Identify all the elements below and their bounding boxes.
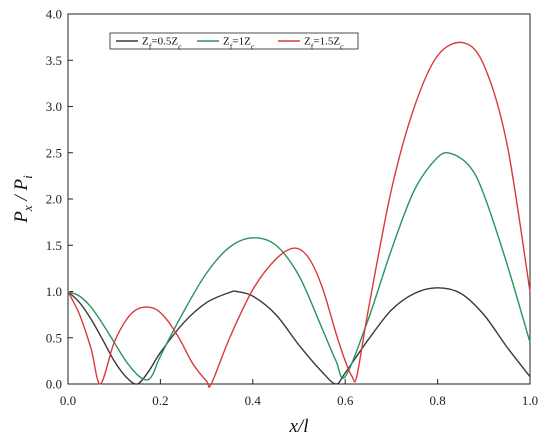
legend-label-part: f xyxy=(149,42,152,51)
legend-label: Zf=0.5Zc xyxy=(142,36,182,52)
y-tick-label: 0.5 xyxy=(46,330,62,345)
legend-label-part: Z xyxy=(304,36,311,48)
legend-label-part: =1Z xyxy=(232,36,251,48)
legend-label-part: Z xyxy=(142,36,149,48)
y-tick-label: 4.0 xyxy=(46,7,62,22)
legend-label-part: c xyxy=(251,42,255,51)
y-tick-label: 2.5 xyxy=(46,145,62,160)
legend-box xyxy=(109,32,359,50)
x-tick-label: 1.0 xyxy=(522,393,538,408)
plot-frame xyxy=(67,13,531,385)
legend-label-part: =1.5Z xyxy=(313,36,340,48)
legend-label-part: Z xyxy=(223,36,230,48)
x-tick-label: 0.0 xyxy=(60,393,76,408)
legend-label-part: f xyxy=(311,42,314,51)
legend-label-part: c xyxy=(340,42,344,51)
x-tick-label: 0.4 xyxy=(245,393,262,408)
series-layer xyxy=(67,41,531,388)
x-tick-label: 0.8 xyxy=(429,393,445,408)
y-axis-title-sub1: x xyxy=(20,205,35,212)
y-tick-label: 0.0 xyxy=(46,377,62,392)
y-tick-label: 2.0 xyxy=(46,192,62,207)
series-line-3 xyxy=(67,41,531,388)
legend-label: Zf=1.5Zc xyxy=(304,36,344,52)
x-axis-title: x/l xyxy=(289,416,309,437)
series-line-1 xyxy=(67,287,531,385)
legend-label-part: =0.5Z xyxy=(151,36,178,48)
y-tick-label: 1.0 xyxy=(46,284,62,299)
legend-entries: Zf=0.5Zc Zf=1Zc Zf=1.5Zc xyxy=(116,36,344,52)
ticks-layer: 0.0 0.2 0.4 0.6 0.8 1.0 0.0 0.5 1.0 1.5 2.0 2.5 3.0 3… xyxy=(46,7,538,409)
x-tick-label: 0.2 xyxy=(152,393,168,408)
y-axis-title: Px / Pi xyxy=(11,175,35,224)
y-axis-title-sub2: i xyxy=(20,175,35,179)
legend-label-part: f xyxy=(230,42,233,51)
legend: Zf=0.5Zc Zf=1Zc Zf=1.5Zc xyxy=(109,32,359,52)
y-axis-title-p2: P xyxy=(11,179,32,192)
y-tick-label: 3.0 xyxy=(46,99,62,114)
legend-label: Zf=1Zc xyxy=(223,36,255,52)
y-tick-label: 1.5 xyxy=(46,238,62,253)
y-axis-title-sep: / xyxy=(11,191,32,206)
legend-label-part: c xyxy=(178,42,182,51)
x-tick-label: 0.6 xyxy=(337,393,354,408)
y-tick-label: 3.5 xyxy=(46,53,62,68)
y-axis-title-p1: P xyxy=(11,211,32,224)
series-line-2 xyxy=(67,151,531,381)
